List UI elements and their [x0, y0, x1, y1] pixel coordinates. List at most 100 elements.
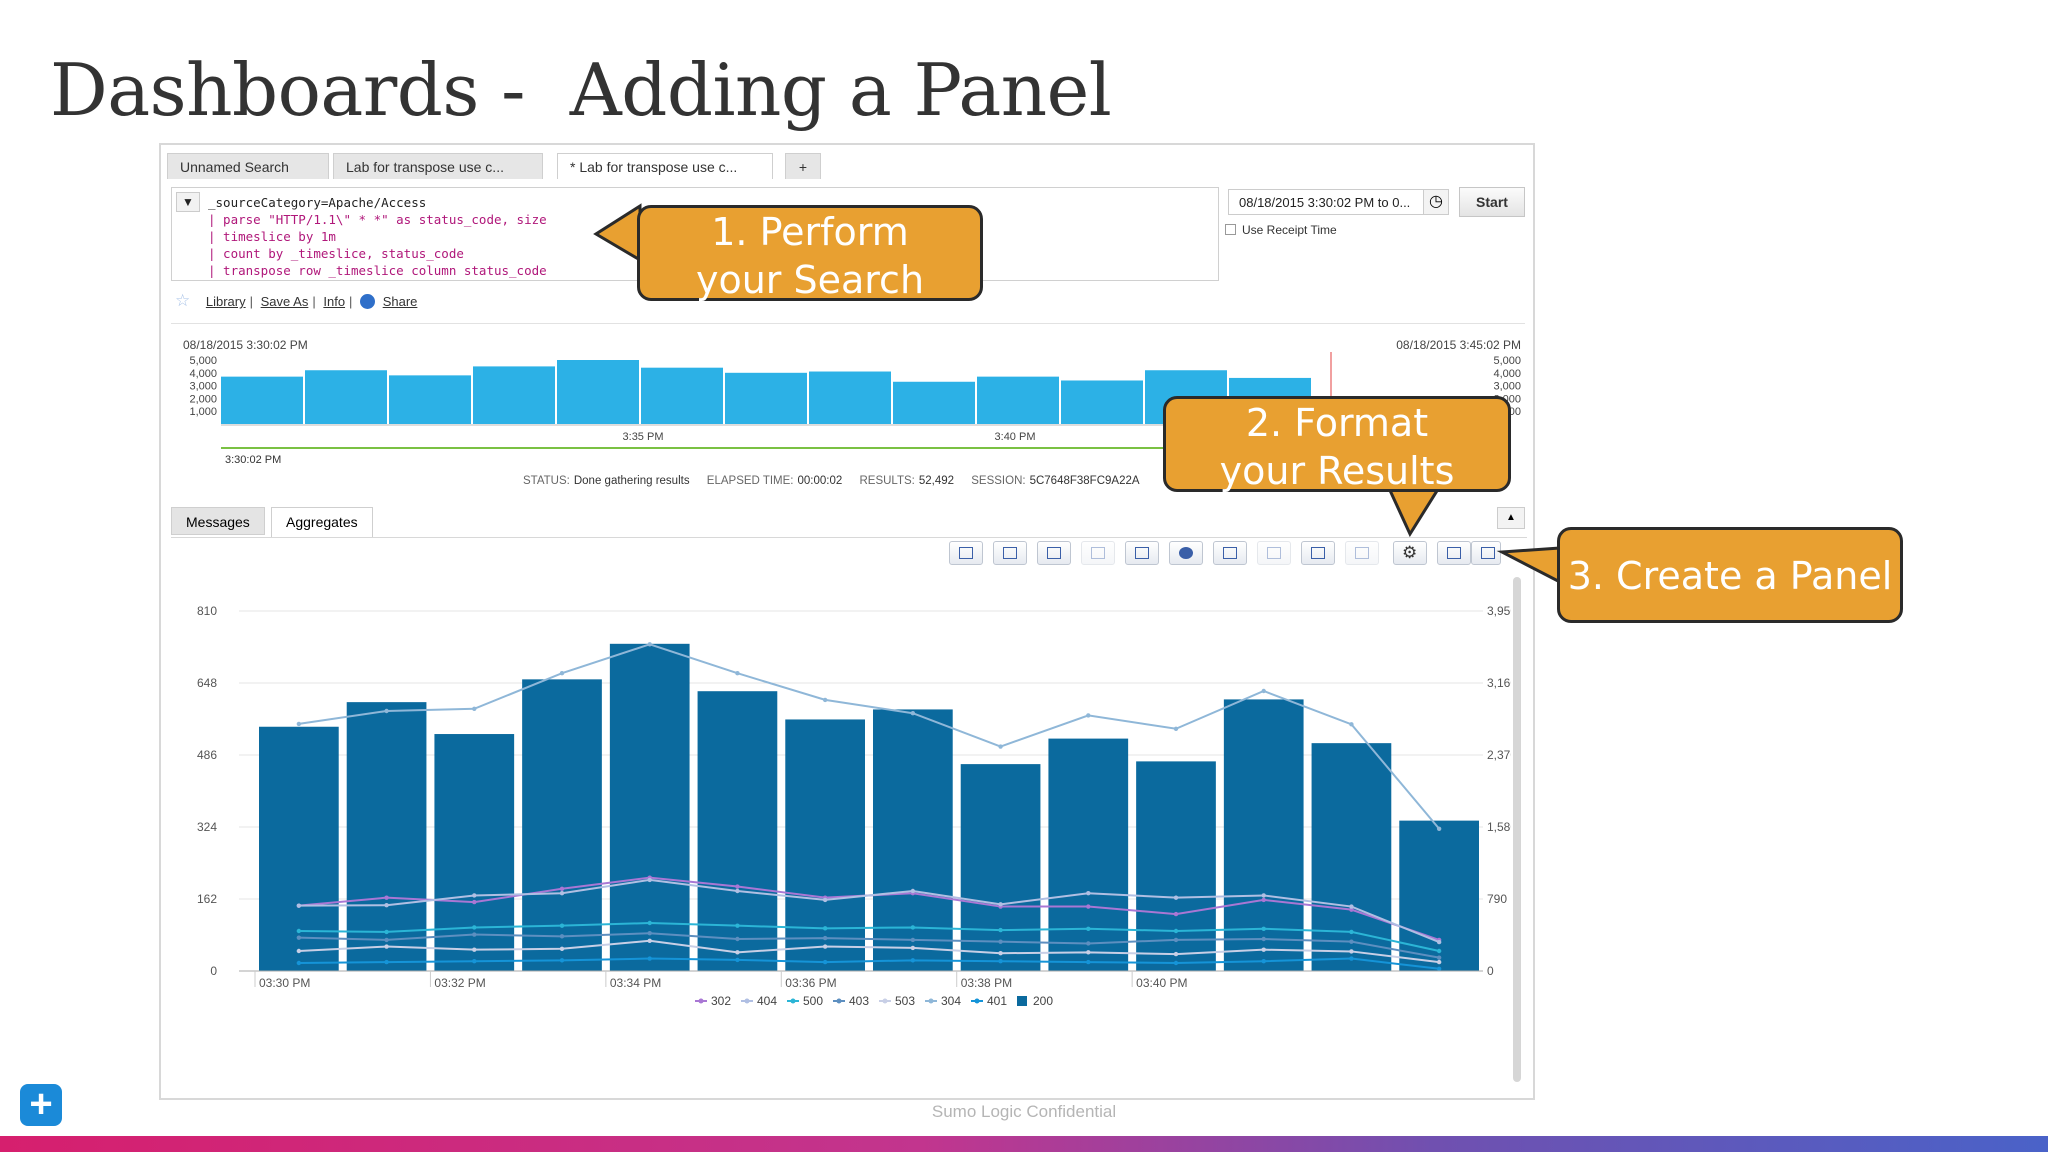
line-chart-icon[interactable]	[1081, 541, 1115, 565]
chart-bar	[697, 691, 778, 971]
legend-label-200: 200	[1033, 994, 1053, 1008]
use-receipt-time[interactable]: Use Receipt Time	[1225, 223, 1337, 237]
chart-point-500	[910, 925, 916, 930]
chart-bar	[873, 709, 953, 971]
gear-icon[interactable]: ⚙	[1393, 541, 1427, 565]
share-icon[interactable]	[360, 294, 376, 309]
chart-point-503	[472, 947, 477, 952]
chart-point-500	[472, 925, 477, 930]
chart-point-404	[384, 903, 389, 908]
chart-series-line-304	[298, 643, 1440, 830]
map-icon[interactable]	[1213, 541, 1247, 565]
chart-point-500	[735, 923, 740, 928]
legend-label-500: 500	[803, 994, 823, 1008]
histogram-y-tick: 5,000	[189, 355, 217, 367]
chart-bar	[785, 719, 865, 971]
chart-y-left-tick: 486	[197, 748, 217, 762]
bar-horizontal-icon[interactable]	[993, 541, 1027, 565]
save-as-link[interactable]: Save As	[260, 294, 309, 309]
chart-point-404	[1436, 939, 1442, 945]
info-link[interactable]: Info	[323, 294, 346, 309]
query-line: | timeslice by 1m	[208, 229, 336, 244]
search-links: ☆ Library | Save As | Info | Share	[175, 291, 418, 310]
chart-y-left-tick: 162	[197, 892, 217, 906]
chart-point-401	[384, 959, 389, 965]
chart-point-401	[735, 957, 740, 963]
histogram-bar	[1061, 380, 1143, 424]
chart-point-403	[384, 937, 389, 943]
tab-aggregates[interactable]: Aggregates	[271, 507, 373, 537]
chart-point-404	[1173, 895, 1179, 900]
chart-y-right-tick: 790	[1487, 892, 1507, 906]
tab-lab-transpose-active[interactable]: * Lab for transpose use c...	[557, 153, 773, 179]
chart-point-403	[1173, 937, 1179, 943]
chart-y-left-tick: 324	[197, 820, 217, 834]
histogram-bar	[221, 376, 303, 424]
chart-series-line-404	[298, 878, 1440, 944]
area-chart-icon[interactable]	[1125, 541, 1159, 565]
share-link[interactable]: Share	[382, 294, 418, 309]
export-icon[interactable]	[1437, 541, 1471, 565]
chart-bar	[960, 764, 1041, 971]
histogram-x-tick: 3:35 PM	[623, 431, 664, 443]
callout-perform-search: 1. Perform your Search	[637, 205, 983, 302]
legend-dot-302	[698, 998, 704, 1004]
star-icon[interactable]: ☆	[175, 291, 191, 310]
chart-point-403	[647, 931, 652, 936]
chart-point-404	[910, 888, 916, 894]
tab-unnamed-search[interactable]: Unnamed Search	[167, 153, 329, 179]
table-icon[interactable]	[949, 541, 983, 565]
chart-point-500	[384, 929, 389, 935]
search-status: STATUS: Done gathering results ELAPSED TI…	[523, 475, 1140, 487]
pie-chart-icon[interactable]	[1169, 541, 1203, 565]
library-link[interactable]: Library	[205, 294, 246, 309]
chart-point-404	[1261, 893, 1266, 898]
gear-icon-glyph: ⚙	[1402, 543, 1418, 562]
single-value-icon[interactable]	[1301, 541, 1335, 565]
chart-point-401	[822, 959, 828, 965]
chart-point-404	[472, 893, 477, 898]
bubble-chart-icon[interactable]	[1257, 541, 1291, 565]
confidential-footer: Sumo Logic Confidential	[931, 1102, 1117, 1121]
legend-label-503: 503	[895, 994, 915, 1008]
legend-label-401: 401	[987, 994, 1007, 1008]
chart-bar	[522, 679, 602, 971]
results-scrollbar[interactable]	[1513, 577, 1521, 1082]
clock-icon[interactable]: ◷	[1423, 189, 1449, 215]
chart-point-403	[822, 935, 828, 941]
chart-bar	[434, 734, 515, 971]
chart-point-500	[559, 923, 565, 928]
sumo-search-screenshot: Unnamed Search Lab for transpose use c..…	[159, 143, 1535, 1100]
box-plot-icon[interactable]	[1345, 541, 1379, 565]
single-value-icon-glyph	[1311, 547, 1325, 559]
query-text[interactable]: _sourceCategory=Apache/Access | parse "HT…	[208, 194, 547, 279]
callout-format-results: 2. Format your Results	[1163, 396, 1511, 493]
histogram-start-time: 08/18/2015 3:30:02 PM	[183, 338, 308, 352]
chart-point-304	[822, 697, 828, 703]
time-range-input[interactable]: 08/18/2015 3:30:02 PM to 0...	[1228, 189, 1426, 215]
chart-x-tick: 03:34 PM	[610, 976, 661, 990]
chart-point-304	[1086, 713, 1091, 718]
collapse-up-icon[interactable]: ▲	[1497, 507, 1525, 529]
chart-point-503	[1436, 959, 1442, 965]
chart-point-503	[735, 950, 740, 955]
use-receipt-time-checkbox[interactable]	[1225, 224, 1236, 235]
chart-point-304	[998, 744, 1003, 749]
collapse-query-icon[interactable]: ▼	[176, 192, 200, 212]
chart-point-500	[1349, 929, 1354, 935]
chart-point-401	[559, 958, 565, 963]
add-to-dashboard-icon[interactable]	[1471, 541, 1501, 565]
start-button[interactable]: Start	[1459, 187, 1525, 217]
chart-point-503	[296, 948, 302, 954]
chart-point-503	[559, 946, 565, 951]
tab-messages[interactable]: Messages	[171, 507, 265, 535]
new-tab-button[interactable]: +	[785, 153, 821, 179]
chart-point-503	[822, 944, 828, 949]
column-chart-icon[interactable]	[1037, 541, 1071, 565]
brand-gradient-bar	[0, 1136, 2048, 1152]
chart-point-503	[1086, 950, 1091, 955]
aggregates-chart[interactable]: 810 648 486 324 162 0 3,950 3,160 2,370 1,580 790 0…	[171, 575, 1511, 1095]
tab-lab-transpose-1[interactable]: Lab for transpose use c...	[333, 153, 543, 179]
